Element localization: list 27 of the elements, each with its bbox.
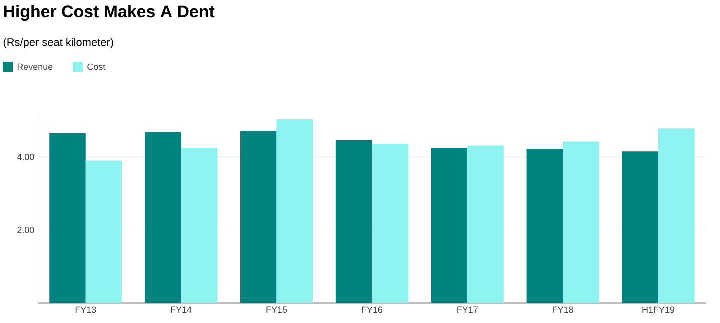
bar bbox=[181, 148, 218, 304]
x-tick-label: FY13 bbox=[76, 306, 96, 314]
bar bbox=[240, 131, 277, 304]
x-tick-label: FY16 bbox=[362, 306, 382, 314]
bar bbox=[50, 133, 86, 304]
bar bbox=[336, 140, 372, 304]
bar bbox=[622, 152, 658, 304]
chart-title: Higher Cost Makes A Dent bbox=[4, 5, 215, 22]
bar bbox=[145, 132, 182, 304]
x-tick-label: H1FY19 bbox=[642, 306, 674, 314]
bar bbox=[468, 146, 504, 304]
y-tick-label: 4.00 bbox=[17, 154, 34, 160]
x-tick-label: FY17 bbox=[458, 306, 478, 313]
bar bbox=[563, 142, 600, 304]
bar bbox=[276, 119, 314, 304]
y-tick-label: 2.00 bbox=[18, 227, 34, 234]
x-tick-label: FY14 bbox=[171, 306, 192, 313]
chart-subtitle: (Rs/per seat kilometer) bbox=[4, 38, 114, 48]
bar bbox=[372, 144, 408, 304]
bar bbox=[526, 149, 564, 304]
legend-label: Revenue bbox=[18, 64, 53, 70]
x-tick-label: FY15 bbox=[266, 306, 288, 314]
bar bbox=[86, 160, 122, 304]
legend-label: Cost bbox=[88, 64, 106, 70]
x-tick-label: FY18 bbox=[553, 306, 574, 314]
bar bbox=[431, 148, 468, 304]
bar bbox=[658, 128, 695, 304]
